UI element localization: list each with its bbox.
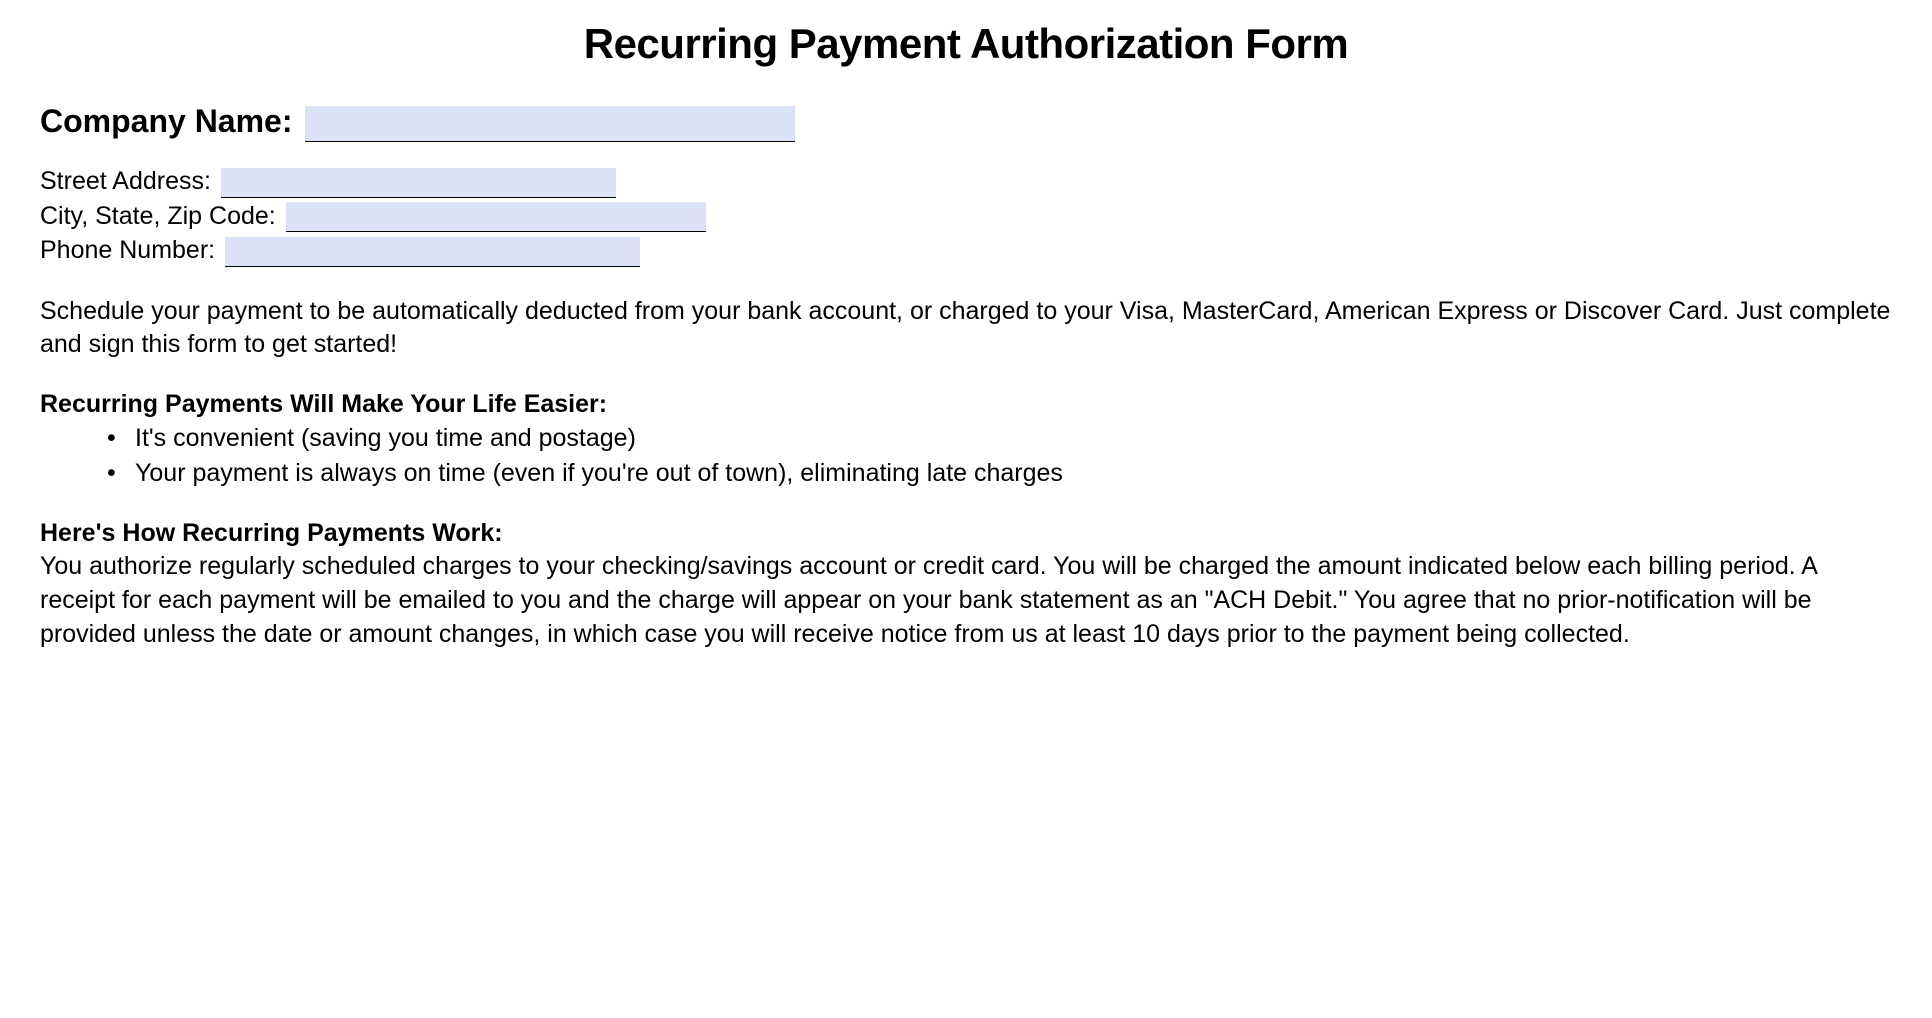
city-state-zip-input[interactable] [286,202,706,232]
company-name-row: Company Name: [40,103,1892,142]
benefits-heading: Recurring Payments Will Make Your Life E… [40,390,1892,419]
street-address-row: Street Address: [40,167,1892,198]
how-it-works-heading: Here's How Recurring Payments Work: [40,519,1892,548]
address-fields-group: Street Address: City, State, Zip Code: P… [40,167,1892,267]
company-name-label: Company Name: [40,103,293,140]
phone-number-label: Phone Number: [40,236,215,265]
how-it-works-body: You authorize regularly scheduled charge… [40,550,1892,651]
intro-paragraph: Schedule your payment to be automaticall… [40,295,1892,363]
benefits-list: It's convenient (saving you time and pos… [40,421,1892,491]
benefit-item: It's convenient (saving you time and pos… [135,421,1892,456]
benefits-section: Recurring Payments Will Make Your Life E… [40,390,1892,491]
benefit-item: Your payment is always on time (even if … [135,456,1892,491]
phone-number-row: Phone Number: [40,236,1892,267]
street-address-label: Street Address: [40,167,211,196]
form-title: Recurring Payment Authorization Form [40,20,1892,68]
how-it-works-section: Here's How Recurring Payments Work: You … [40,519,1892,651]
phone-number-input[interactable] [225,237,640,267]
company-name-input[interactable] [305,106,795,142]
city-state-zip-row: City, State, Zip Code: [40,202,1892,233]
street-address-input[interactable] [221,168,616,198]
city-state-zip-label: City, State, Zip Code: [40,202,276,231]
